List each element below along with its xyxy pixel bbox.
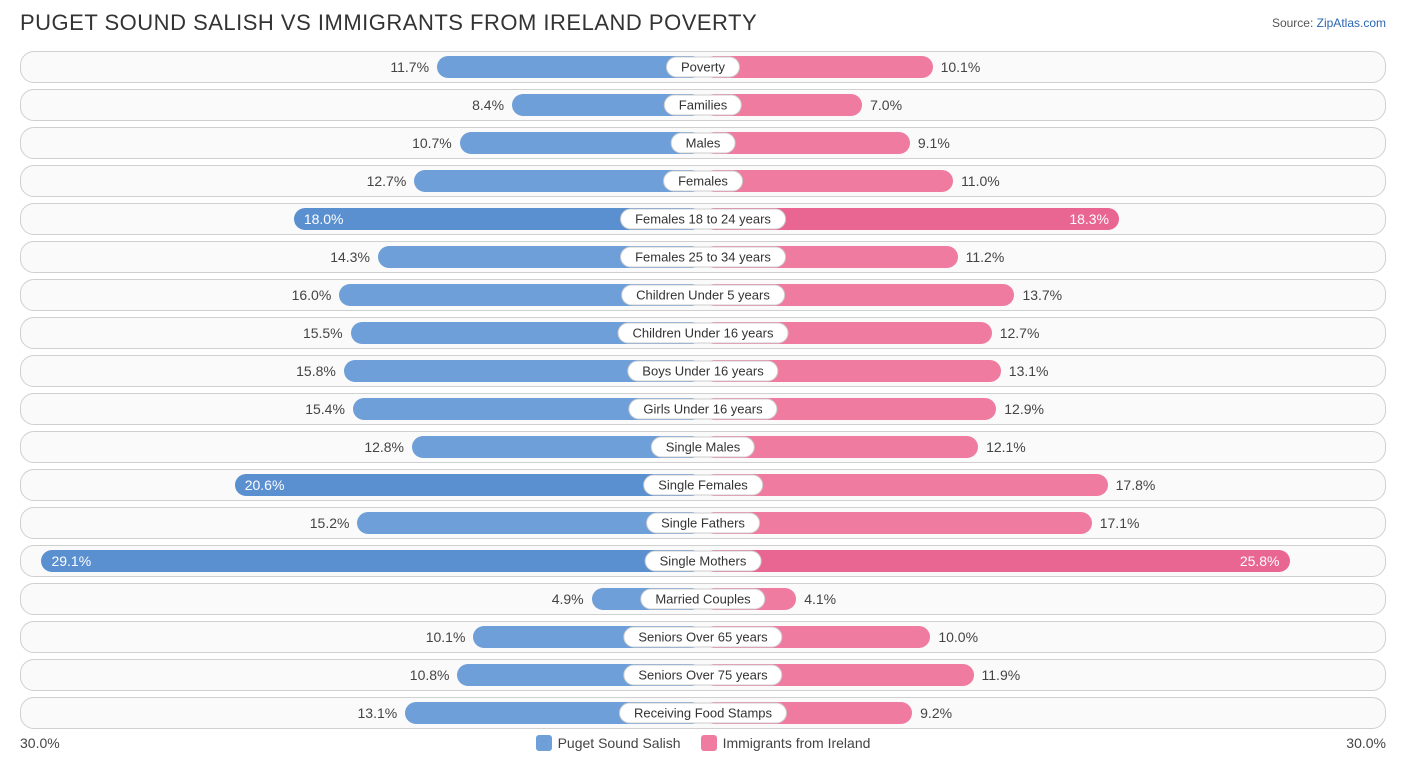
value-left: 15.5% (295, 318, 351, 348)
bar-left (460, 132, 703, 154)
value-right: 7.0% (862, 90, 910, 120)
value-right: 11.9% (974, 660, 1029, 690)
category-label: Females (663, 171, 743, 192)
chart-row: 12.7% 11.0% Females (20, 165, 1386, 197)
category-label: Girls Under 16 years (628, 399, 777, 420)
bar-left (41, 550, 703, 572)
value-right: 25.8% (1230, 546, 1290, 576)
value-left: 10.1% (418, 622, 474, 652)
diverging-bar-chart: 11.7% 10.1% Poverty 8.4% 7.0% Families 10.7% 9.… (20, 51, 1386, 729)
value-right: 18.3% (1059, 204, 1119, 234)
value-left: 29.1% (41, 546, 101, 576)
chart-header: PUGET SOUND SALISH VS IMMIGRANTS FROM IR… (20, 10, 1386, 36)
value-right: 17.8% (1108, 470, 1164, 500)
category-label: Married Couples (640, 589, 765, 610)
value-left: 10.7% (404, 128, 460, 158)
category-label: Single Fathers (646, 513, 760, 534)
chart-row: 18.0% 18.3% Females 18 to 24 years (20, 203, 1386, 235)
chart-row: 10.7% 9.1% Males (20, 127, 1386, 159)
legend-swatch-left (536, 735, 552, 751)
category-label: Females 18 to 24 years (620, 209, 786, 230)
category-label: Single Males (651, 437, 755, 458)
value-left: 18.0% (294, 204, 354, 234)
value-left: 14.3% (322, 242, 378, 272)
chart-row: 10.1% 10.0% Seniors Over 65 years (20, 621, 1386, 653)
chart-row: 12.8% 12.1% Single Males (20, 431, 1386, 463)
bar-left (235, 474, 703, 496)
axis-right-max: 30.0% (1346, 735, 1386, 751)
legend-swatch-right (701, 735, 717, 751)
chart-row: 20.6% 17.8% Single Females (20, 469, 1386, 501)
value-right: 13.7% (1014, 280, 1070, 310)
chart-row: 15.4% 12.9% Girls Under 16 years (20, 393, 1386, 425)
value-right: 11.0% (953, 166, 1008, 196)
bar-right (703, 512, 1092, 534)
value-left: 15.8% (288, 356, 344, 386)
bar-right (703, 550, 1290, 572)
legend-label-left: Puget Sound Salish (558, 735, 681, 751)
value-left: 13.1% (350, 698, 406, 728)
value-right: 17.1% (1092, 508, 1148, 538)
axis-left-max: 30.0% (20, 735, 60, 751)
chart-row: 16.0% 13.7% Children Under 5 years (20, 279, 1386, 311)
value-right: 9.1% (910, 128, 958, 158)
category-label: Poverty (666, 57, 740, 78)
category-label: Single Females (643, 475, 763, 496)
value-right: 10.1% (933, 52, 989, 82)
chart-row: 29.1% 25.8% Single Mothers (20, 545, 1386, 577)
chart-row: 15.2% 17.1% Single Fathers (20, 507, 1386, 539)
chart-row: 15.8% 13.1% Boys Under 16 years (20, 355, 1386, 387)
category-label: Children Under 5 years (621, 285, 785, 306)
value-right: 11.2% (958, 242, 1013, 272)
value-right: 12.1% (978, 432, 1034, 462)
value-right: 12.9% (996, 394, 1052, 424)
value-right: 10.0% (930, 622, 986, 652)
value-left: 4.9% (544, 584, 592, 614)
category-label: Seniors Over 75 years (623, 665, 782, 686)
value-left: 12.8% (356, 432, 412, 462)
chart-row: 10.8% 11.9% Seniors Over 75 years (20, 659, 1386, 691)
chart-row: 15.5% 12.7% Children Under 16 years (20, 317, 1386, 349)
source-prefix: Source: (1272, 16, 1317, 30)
bar-left (437, 56, 703, 78)
category-label: Seniors Over 65 years (623, 627, 782, 648)
value-right: 9.2% (912, 698, 960, 728)
value-left: 16.0% (284, 280, 340, 310)
bar-right (703, 474, 1108, 496)
category-label: Receiving Food Stamps (619, 703, 787, 724)
value-left: 11.7% (382, 52, 437, 82)
value-left: 10.8% (402, 660, 458, 690)
value-left: 15.4% (297, 394, 353, 424)
category-label: Males (671, 133, 736, 154)
legend-item-right: Immigrants from Ireland (701, 735, 871, 751)
category-label: Females 25 to 34 years (620, 247, 786, 268)
category-label: Single Mothers (645, 551, 762, 572)
chart-title: PUGET SOUND SALISH VS IMMIGRANTS FROM IR… (20, 10, 757, 36)
legend: Puget Sound Salish Immigrants from Irela… (536, 735, 871, 751)
bar-left (414, 170, 703, 192)
value-right: 4.1% (796, 584, 844, 614)
source-link[interactable]: ZipAtlas.com (1317, 16, 1386, 30)
chart-footer: 30.0% Puget Sound Salish Immigrants from… (20, 735, 1386, 751)
value-left: 20.6% (235, 470, 295, 500)
value-right: 12.7% (992, 318, 1048, 348)
value-right: 13.1% (1001, 356, 1057, 386)
legend-label-right: Immigrants from Ireland (723, 735, 871, 751)
chart-row: 11.7% 10.1% Poverty (20, 51, 1386, 83)
value-left: 15.2% (302, 508, 358, 538)
category-label: Boys Under 16 years (627, 361, 778, 382)
legend-item-left: Puget Sound Salish (536, 735, 681, 751)
chart-row: 13.1% 9.2% Receiving Food Stamps (20, 697, 1386, 729)
chart-row: 8.4% 7.0% Families (20, 89, 1386, 121)
chart-row: 14.3% 11.2% Females 25 to 34 years (20, 241, 1386, 273)
category-label: Families (664, 95, 742, 116)
value-left: 8.4% (464, 90, 512, 120)
category-label: Children Under 16 years (618, 323, 789, 344)
chart-source: Source: ZipAtlas.com (1272, 16, 1386, 30)
value-left: 12.7% (359, 166, 415, 196)
chart-row: 4.9% 4.1% Married Couples (20, 583, 1386, 615)
